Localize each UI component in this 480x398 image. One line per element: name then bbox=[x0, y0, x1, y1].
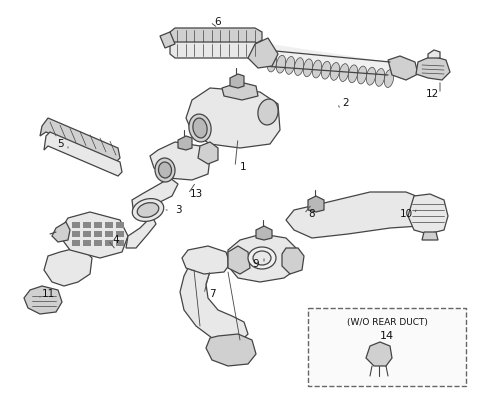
Ellipse shape bbox=[294, 58, 304, 76]
Text: 14: 14 bbox=[380, 331, 394, 341]
Polygon shape bbox=[206, 334, 256, 366]
Ellipse shape bbox=[158, 162, 171, 178]
Polygon shape bbox=[308, 196, 324, 212]
Ellipse shape bbox=[276, 55, 286, 73]
Polygon shape bbox=[388, 56, 418, 80]
Text: 1: 1 bbox=[240, 162, 246, 172]
Text: 6: 6 bbox=[215, 17, 221, 27]
Polygon shape bbox=[83, 231, 91, 237]
Polygon shape bbox=[126, 216, 156, 248]
Polygon shape bbox=[178, 136, 192, 150]
Polygon shape bbox=[58, 212, 128, 258]
Ellipse shape bbox=[303, 59, 312, 77]
Polygon shape bbox=[282, 248, 304, 274]
Polygon shape bbox=[180, 268, 248, 344]
Ellipse shape bbox=[312, 60, 322, 78]
Text: 4: 4 bbox=[113, 235, 120, 245]
Polygon shape bbox=[83, 240, 91, 246]
Polygon shape bbox=[263, 44, 395, 80]
Polygon shape bbox=[44, 132, 122, 176]
Text: 7: 7 bbox=[209, 289, 216, 299]
Polygon shape bbox=[116, 231, 124, 237]
Ellipse shape bbox=[248, 247, 276, 269]
Text: 9: 9 bbox=[252, 259, 259, 269]
Text: 12: 12 bbox=[425, 89, 439, 99]
Polygon shape bbox=[94, 222, 102, 228]
Polygon shape bbox=[24, 286, 62, 314]
Polygon shape bbox=[286, 192, 430, 238]
Ellipse shape bbox=[348, 65, 358, 83]
Ellipse shape bbox=[375, 68, 384, 86]
Polygon shape bbox=[422, 232, 438, 240]
Text: 13: 13 bbox=[190, 189, 203, 199]
Polygon shape bbox=[170, 28, 262, 44]
Ellipse shape bbox=[366, 67, 376, 85]
Polygon shape bbox=[116, 222, 124, 228]
Polygon shape bbox=[105, 231, 113, 237]
Ellipse shape bbox=[330, 62, 340, 80]
Ellipse shape bbox=[253, 251, 271, 265]
Text: 10: 10 bbox=[399, 209, 413, 219]
Polygon shape bbox=[44, 246, 92, 286]
Text: 3: 3 bbox=[175, 205, 181, 215]
Polygon shape bbox=[230, 74, 244, 88]
Ellipse shape bbox=[258, 99, 278, 125]
Text: 11: 11 bbox=[41, 289, 55, 299]
Polygon shape bbox=[186, 88, 280, 148]
Ellipse shape bbox=[193, 118, 207, 138]
Text: 8: 8 bbox=[309, 209, 315, 219]
Ellipse shape bbox=[339, 64, 348, 82]
Polygon shape bbox=[94, 231, 102, 237]
Polygon shape bbox=[222, 82, 258, 100]
Polygon shape bbox=[72, 240, 80, 246]
Text: 5: 5 bbox=[57, 139, 63, 149]
Ellipse shape bbox=[285, 57, 295, 74]
Text: (W/O REAR DUCT): (W/O REAR DUCT) bbox=[347, 318, 427, 326]
FancyBboxPatch shape bbox=[308, 308, 466, 386]
Polygon shape bbox=[228, 246, 250, 274]
Ellipse shape bbox=[137, 203, 159, 217]
Polygon shape bbox=[116, 240, 124, 246]
Polygon shape bbox=[150, 142, 210, 180]
Polygon shape bbox=[228, 234, 298, 282]
Polygon shape bbox=[170, 42, 262, 58]
Polygon shape bbox=[40, 118, 120, 162]
Polygon shape bbox=[83, 222, 91, 228]
Ellipse shape bbox=[267, 54, 276, 72]
Polygon shape bbox=[105, 240, 113, 246]
Ellipse shape bbox=[384, 70, 394, 88]
Polygon shape bbox=[416, 56, 450, 80]
Polygon shape bbox=[105, 222, 113, 228]
Polygon shape bbox=[428, 50, 440, 58]
Ellipse shape bbox=[321, 61, 331, 79]
Ellipse shape bbox=[132, 199, 164, 221]
Ellipse shape bbox=[189, 114, 211, 142]
Polygon shape bbox=[72, 231, 80, 237]
Polygon shape bbox=[366, 342, 392, 366]
Polygon shape bbox=[52, 222, 70, 242]
Ellipse shape bbox=[357, 66, 367, 84]
Polygon shape bbox=[256, 226, 272, 240]
Polygon shape bbox=[94, 240, 102, 246]
Polygon shape bbox=[248, 38, 278, 68]
Text: 2: 2 bbox=[343, 98, 349, 108]
Polygon shape bbox=[182, 246, 230, 274]
Polygon shape bbox=[132, 178, 178, 216]
Polygon shape bbox=[160, 32, 175, 48]
Polygon shape bbox=[408, 194, 448, 234]
Polygon shape bbox=[198, 142, 218, 164]
Ellipse shape bbox=[155, 158, 175, 182]
Polygon shape bbox=[72, 222, 80, 228]
